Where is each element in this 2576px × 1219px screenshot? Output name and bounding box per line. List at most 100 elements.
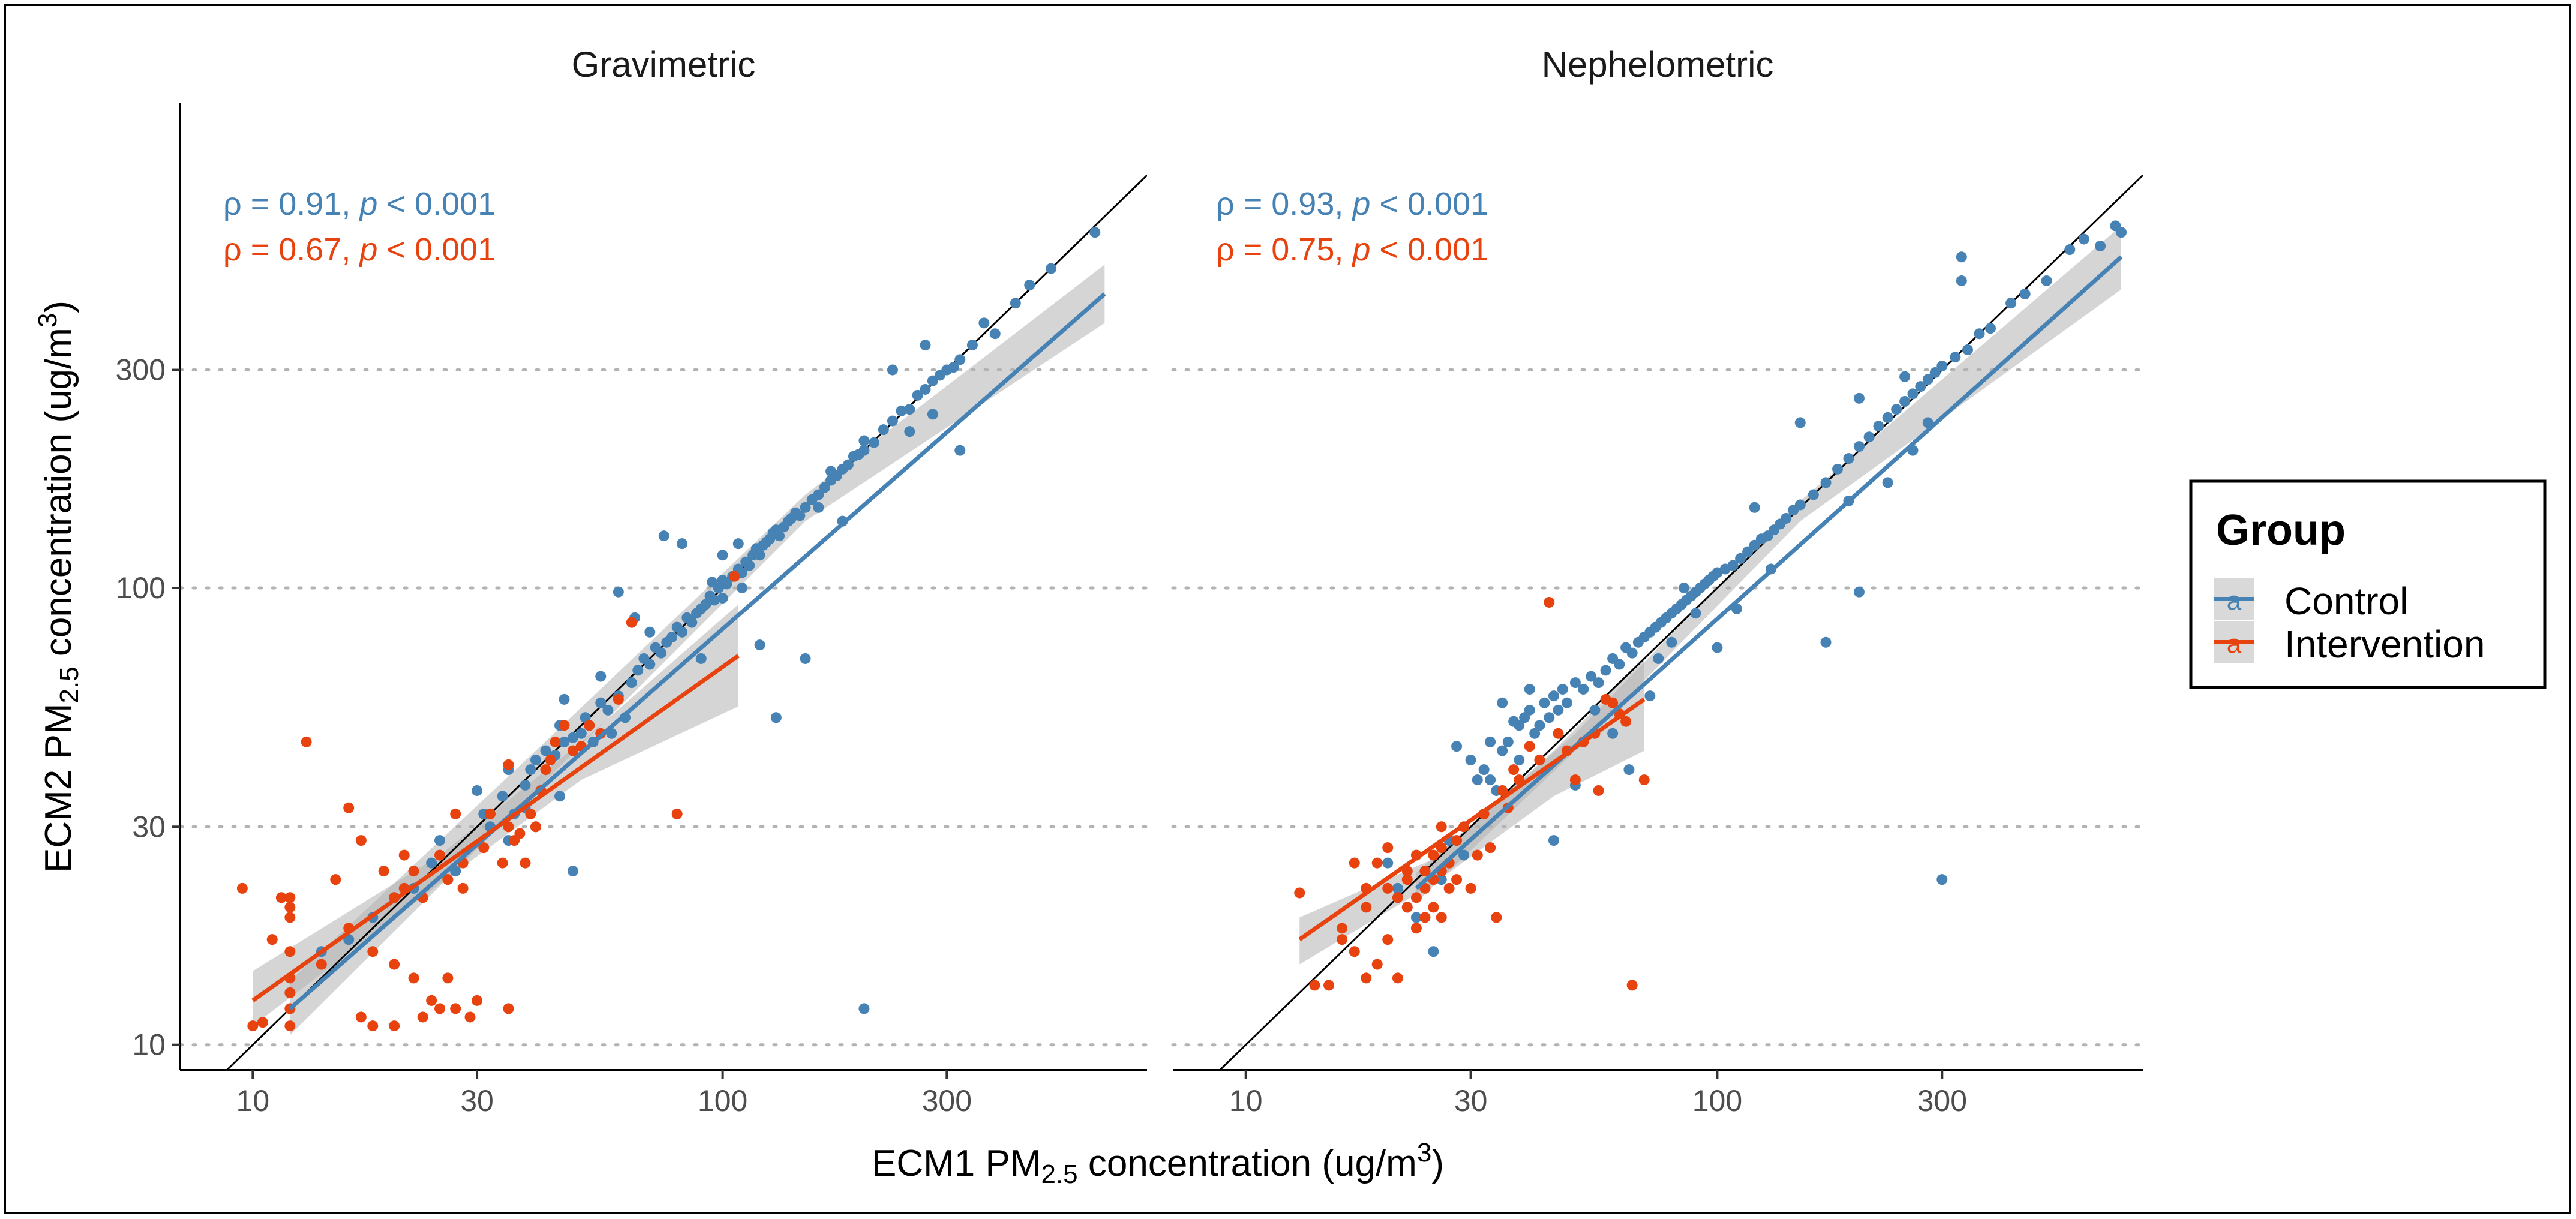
point-control [707,577,718,588]
point-control [677,538,688,550]
point-control [1561,697,1572,708]
point-control [472,785,483,796]
point-control [1485,774,1496,786]
point-control [1478,764,1490,776]
points [1294,220,2127,991]
point-intervention [1361,972,1372,984]
legend-label-control: Control [2284,580,2408,623]
x-tick-label: 30 [1454,1084,1488,1118]
identity-line [1218,174,2143,1070]
point-control [1024,280,1035,291]
point-intervention [450,1003,461,1014]
point-intervention [472,995,483,1006]
point-control [1666,636,1677,648]
point-intervention [1638,774,1650,786]
axes: 10 30 100 300 10 30 100 300 [116,103,1147,1118]
y-title-pre: ECM2 PM [38,704,79,873]
point-intervention [497,857,508,869]
point-control [632,665,644,676]
point-intervention [1323,980,1335,991]
point-control [1727,560,1739,571]
point-intervention [503,1003,514,1014]
point-control [1712,567,1723,578]
point-control [920,340,931,351]
fit-line-control [289,292,1106,1011]
point-intervention [457,882,469,894]
fit-line-intervention [1298,698,1646,942]
point-intervention [330,874,341,885]
y-title-post: concentration (ug/m [38,328,79,666]
point-intervention [1491,912,1502,923]
point-control [737,582,748,593]
point-control [497,791,508,802]
y-tick-label: 300 [116,353,166,387]
point-intervention [284,987,296,998]
point-control [677,626,688,638]
point-control [1853,441,1865,452]
point-control [1712,642,1723,653]
point-control [1578,683,1589,695]
legend-key-intervention: a [2214,621,2254,663]
point-intervention [301,736,312,747]
point-control [1899,371,1911,382]
axes: 10 30 100 300 [1173,1069,2143,1118]
x-tick-label: 300 [922,1084,972,1118]
annotation-rho: ρ = 0.75, [1216,232,1352,268]
point-control [1956,275,1967,287]
fit-line-control [1415,255,2123,890]
point-control [1891,404,1902,415]
point-control [1428,946,1439,957]
point-control [1472,774,1483,786]
point-intervention [247,1020,259,1032]
point-control [1514,754,1525,765]
point-control [754,639,765,651]
annotation-control: ρ = 0.93, p < 0.001 [1216,186,1488,222]
annotation-p: p [358,186,377,222]
point-control [1950,352,1961,363]
point-intervention [1436,912,1447,923]
point-intervention [275,892,287,903]
fit-lines [251,292,1106,1011]
point-control [1589,704,1601,716]
point-intervention [530,821,541,833]
point-control [700,599,711,610]
point-intervention [1401,902,1413,913]
point-intervention [545,754,556,765]
point-intervention [1497,785,1508,796]
point-control [1544,712,1555,723]
point-intervention [671,808,683,819]
point-control [2116,227,2127,238]
point-intervention [520,857,531,869]
point-intervention [1451,835,1463,846]
point-control [842,459,854,470]
point-intervention [503,759,514,770]
point-intervention [434,849,446,861]
point-control [1899,396,1911,407]
point-control [1623,764,1635,776]
point-control [1882,477,1893,488]
point-control [554,791,565,802]
x-tick-label: 30 [460,1084,494,1118]
point-control [1820,636,1832,648]
point-intervention [389,1020,400,1032]
point-control [2005,298,2017,309]
point-intervention [284,902,296,913]
point-intervention [1337,934,1348,945]
point-control [567,732,578,743]
x-tick-label: 10 [1229,1084,1263,1118]
point-control [1524,704,1535,716]
point-control [1458,849,1470,861]
point-control [613,586,624,598]
panel-title-gravimetric: Gravimetric [572,44,756,85]
annotation-p: p [1351,186,1370,222]
annotation-rho: ρ = 0.93, [1216,186,1352,222]
annotation-p: p [358,232,377,268]
annotation-control: ρ = 0.91, p < 0.001 [223,186,496,222]
point-control [989,328,1001,340]
point-control [1392,882,1403,894]
y-axis-title: ECM2 PM2.5 concentration (ug/m3) [33,301,84,873]
point-intervention [1382,882,1394,894]
point-control [887,364,898,376]
